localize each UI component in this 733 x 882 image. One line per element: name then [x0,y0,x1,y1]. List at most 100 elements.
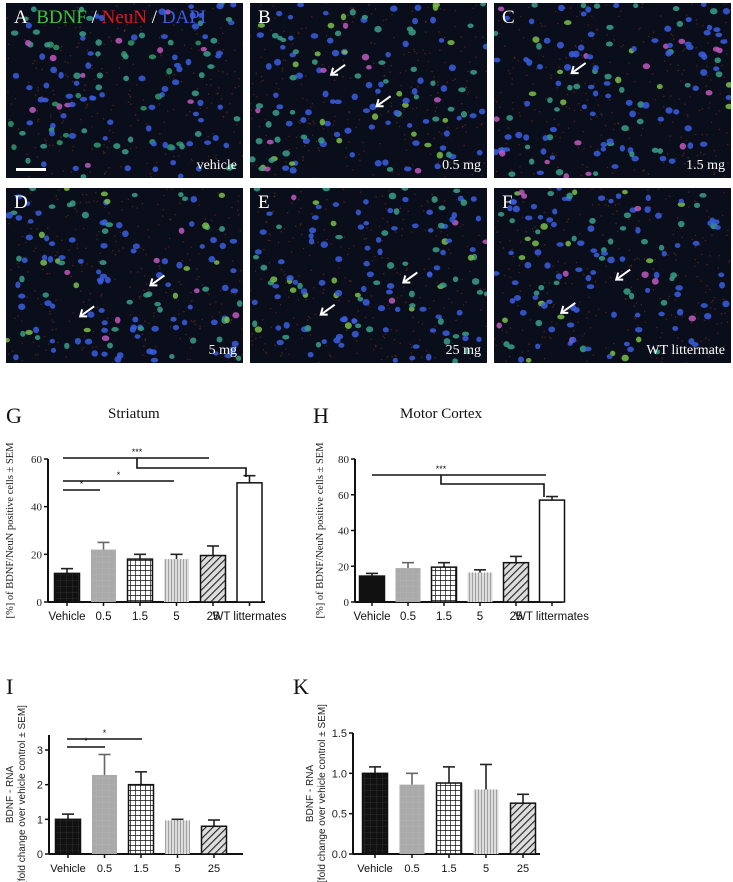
micrograph-f: F WT littermate [494,188,731,363]
y-tick-label: 20 [338,561,350,573]
y-tick-label: 0.0 [332,849,347,861]
y-tick-label: 60 [338,490,350,502]
y-tick-label: 1.5 [332,728,347,740]
svg-text:*: * [103,728,107,738]
y-tick-label: 0.5 [332,809,347,821]
y-tick-label: 80 [338,454,350,466]
x-tick-label: 25 [208,863,220,875]
x-tick-label: 5 [477,611,483,623]
x-tick-label: WT littermates [515,611,589,623]
bar-5 [467,572,493,602]
bar-25 [199,554,227,603]
y-tick-label: 40 [338,526,350,538]
svg-text:*: * [80,479,84,489]
y-tick-label: 2 [37,780,43,792]
panel-letter-g: G [6,403,22,428]
panel-label-f: F [502,192,513,213]
x-tick-label: 1.5 [441,863,456,875]
x-tick-label: 0.5 [400,611,416,623]
condition-label: 0.5 mg [442,158,481,173]
bar-1.5 [127,783,155,855]
y-tick-label: 0 [344,597,350,609]
x-tick-label: 25 [517,863,529,875]
chart-motor-cortex: 0 20 40 60 80 [%] of BDNF/NeuN positive cells… [315,442,589,623]
bar-0.5 [91,549,116,602]
arrow-icon [78,305,95,318]
bar-25 [502,561,530,603]
chart-rna-i: 0 1 2 3 BDNF - RNA [fold change over vehicle … [5,705,243,882]
bar-vehicle [361,772,389,855]
micrograph-e: E 25 mg [250,188,487,363]
panel-letter-h: H [313,403,329,428]
bar-5 [164,559,189,602]
arrow-icon [559,302,576,314]
bar-vehicle [358,575,386,603]
micrograph-b: B 0.5 mg [250,3,487,178]
x-tick-label: Vehicle [357,863,392,875]
bar-5 [165,820,190,854]
micrograph-d: D 5 mg [6,188,243,363]
bar-25 [200,825,228,855]
x-tick-label: Vehicle [48,611,85,623]
chart-title-striatum: Striatum [108,406,160,422]
stain-legend: BDNF / NeuN / DAPI [36,7,207,28]
arrow-icon [375,95,392,108]
micrograph-a: A BDNF / NeuN / DAPI vehicle [6,3,243,178]
x-tick-label: 0.5 [96,611,112,623]
chart-title-motor-cortex: Motor Cortex [400,406,483,422]
x-tick-label: 5 [174,863,180,875]
x-tick-label: 0.5 [404,863,419,875]
bar-0.5 [399,784,425,854]
chart-striatum: 0 20 40 60 [%] of BDNF/NeuN positive cells ±… [5,442,287,623]
x-tick-label: 0.5 [97,863,112,875]
svg-text:***: *** [436,464,447,474]
y-axis-label: BDNF - RNA [305,765,316,823]
y-axis-label: [fold change over vehicle control ± SEM] [317,704,328,882]
panel-letter-i: I [6,674,14,699]
y-tick-label: 40 [31,502,43,514]
y-tick-label: 20 [31,549,43,561]
y-axis-label: [%] of BDNF/NeuN positive cells ± SEM [315,442,326,619]
y-axis-label: BDNF - RNA [5,766,16,824]
micrograph-c: C 1.5 mg [494,3,731,178]
x-tick-label: 5 [483,863,489,875]
bar-wt-littermates [236,482,263,603]
bar-vehicle [53,572,81,603]
bar-5 [473,789,499,854]
svg-text:*: * [117,470,121,480]
y-tick-label: 60 [31,454,43,466]
scale-bar [16,168,46,171]
bar-0.5 [395,568,421,602]
x-tick-label: 1.5 [133,863,148,875]
x-tick-label: Vehicle [50,863,85,875]
bar-1.5 [126,558,154,603]
condition-label: 1.5 mg [686,158,725,173]
panel-label-c: C [502,7,515,28]
y-axis-label: [fold change over vehicle control ± SEM] [17,705,28,882]
bar-wt-littermates [538,499,566,603]
y-tick-label: 3 [37,745,43,757]
bar-0.5 [92,774,117,854]
panel-label-a: A BDNF / NeuN / DAPI [14,7,207,28]
bar-1.5 [435,782,463,855]
svg-text:***: *** [132,447,143,457]
y-tick-label: 0 [37,597,43,609]
x-tick-label: 5 [173,611,179,623]
x-tick-label: 1.5 [132,611,148,623]
panel-letter-k: K [293,674,309,699]
arrow-icon [401,271,418,284]
x-tick-label: 1.5 [436,611,452,623]
x-tick-label: 25 [510,611,523,623]
svg-text:*: * [84,736,88,746]
arrow-icon [319,303,336,316]
bar-25 [509,802,537,855]
panel-label-b: B [258,7,271,28]
condition-label: WT littermate [646,343,725,358]
y-tick-label: 1 [37,814,43,826]
chart-rna-k: 0.0 0.5 1.0 1.5 BDNF - RNA [fold change over … [305,704,540,882]
y-axis-label: [%] of BDNF/NeuN positive cells ± SEM [5,442,16,619]
x-tick-label: Vehicle [353,611,390,623]
bar-vehicle [54,818,82,855]
panel-label-d: D [14,192,28,213]
arrow-icon [329,63,346,76]
